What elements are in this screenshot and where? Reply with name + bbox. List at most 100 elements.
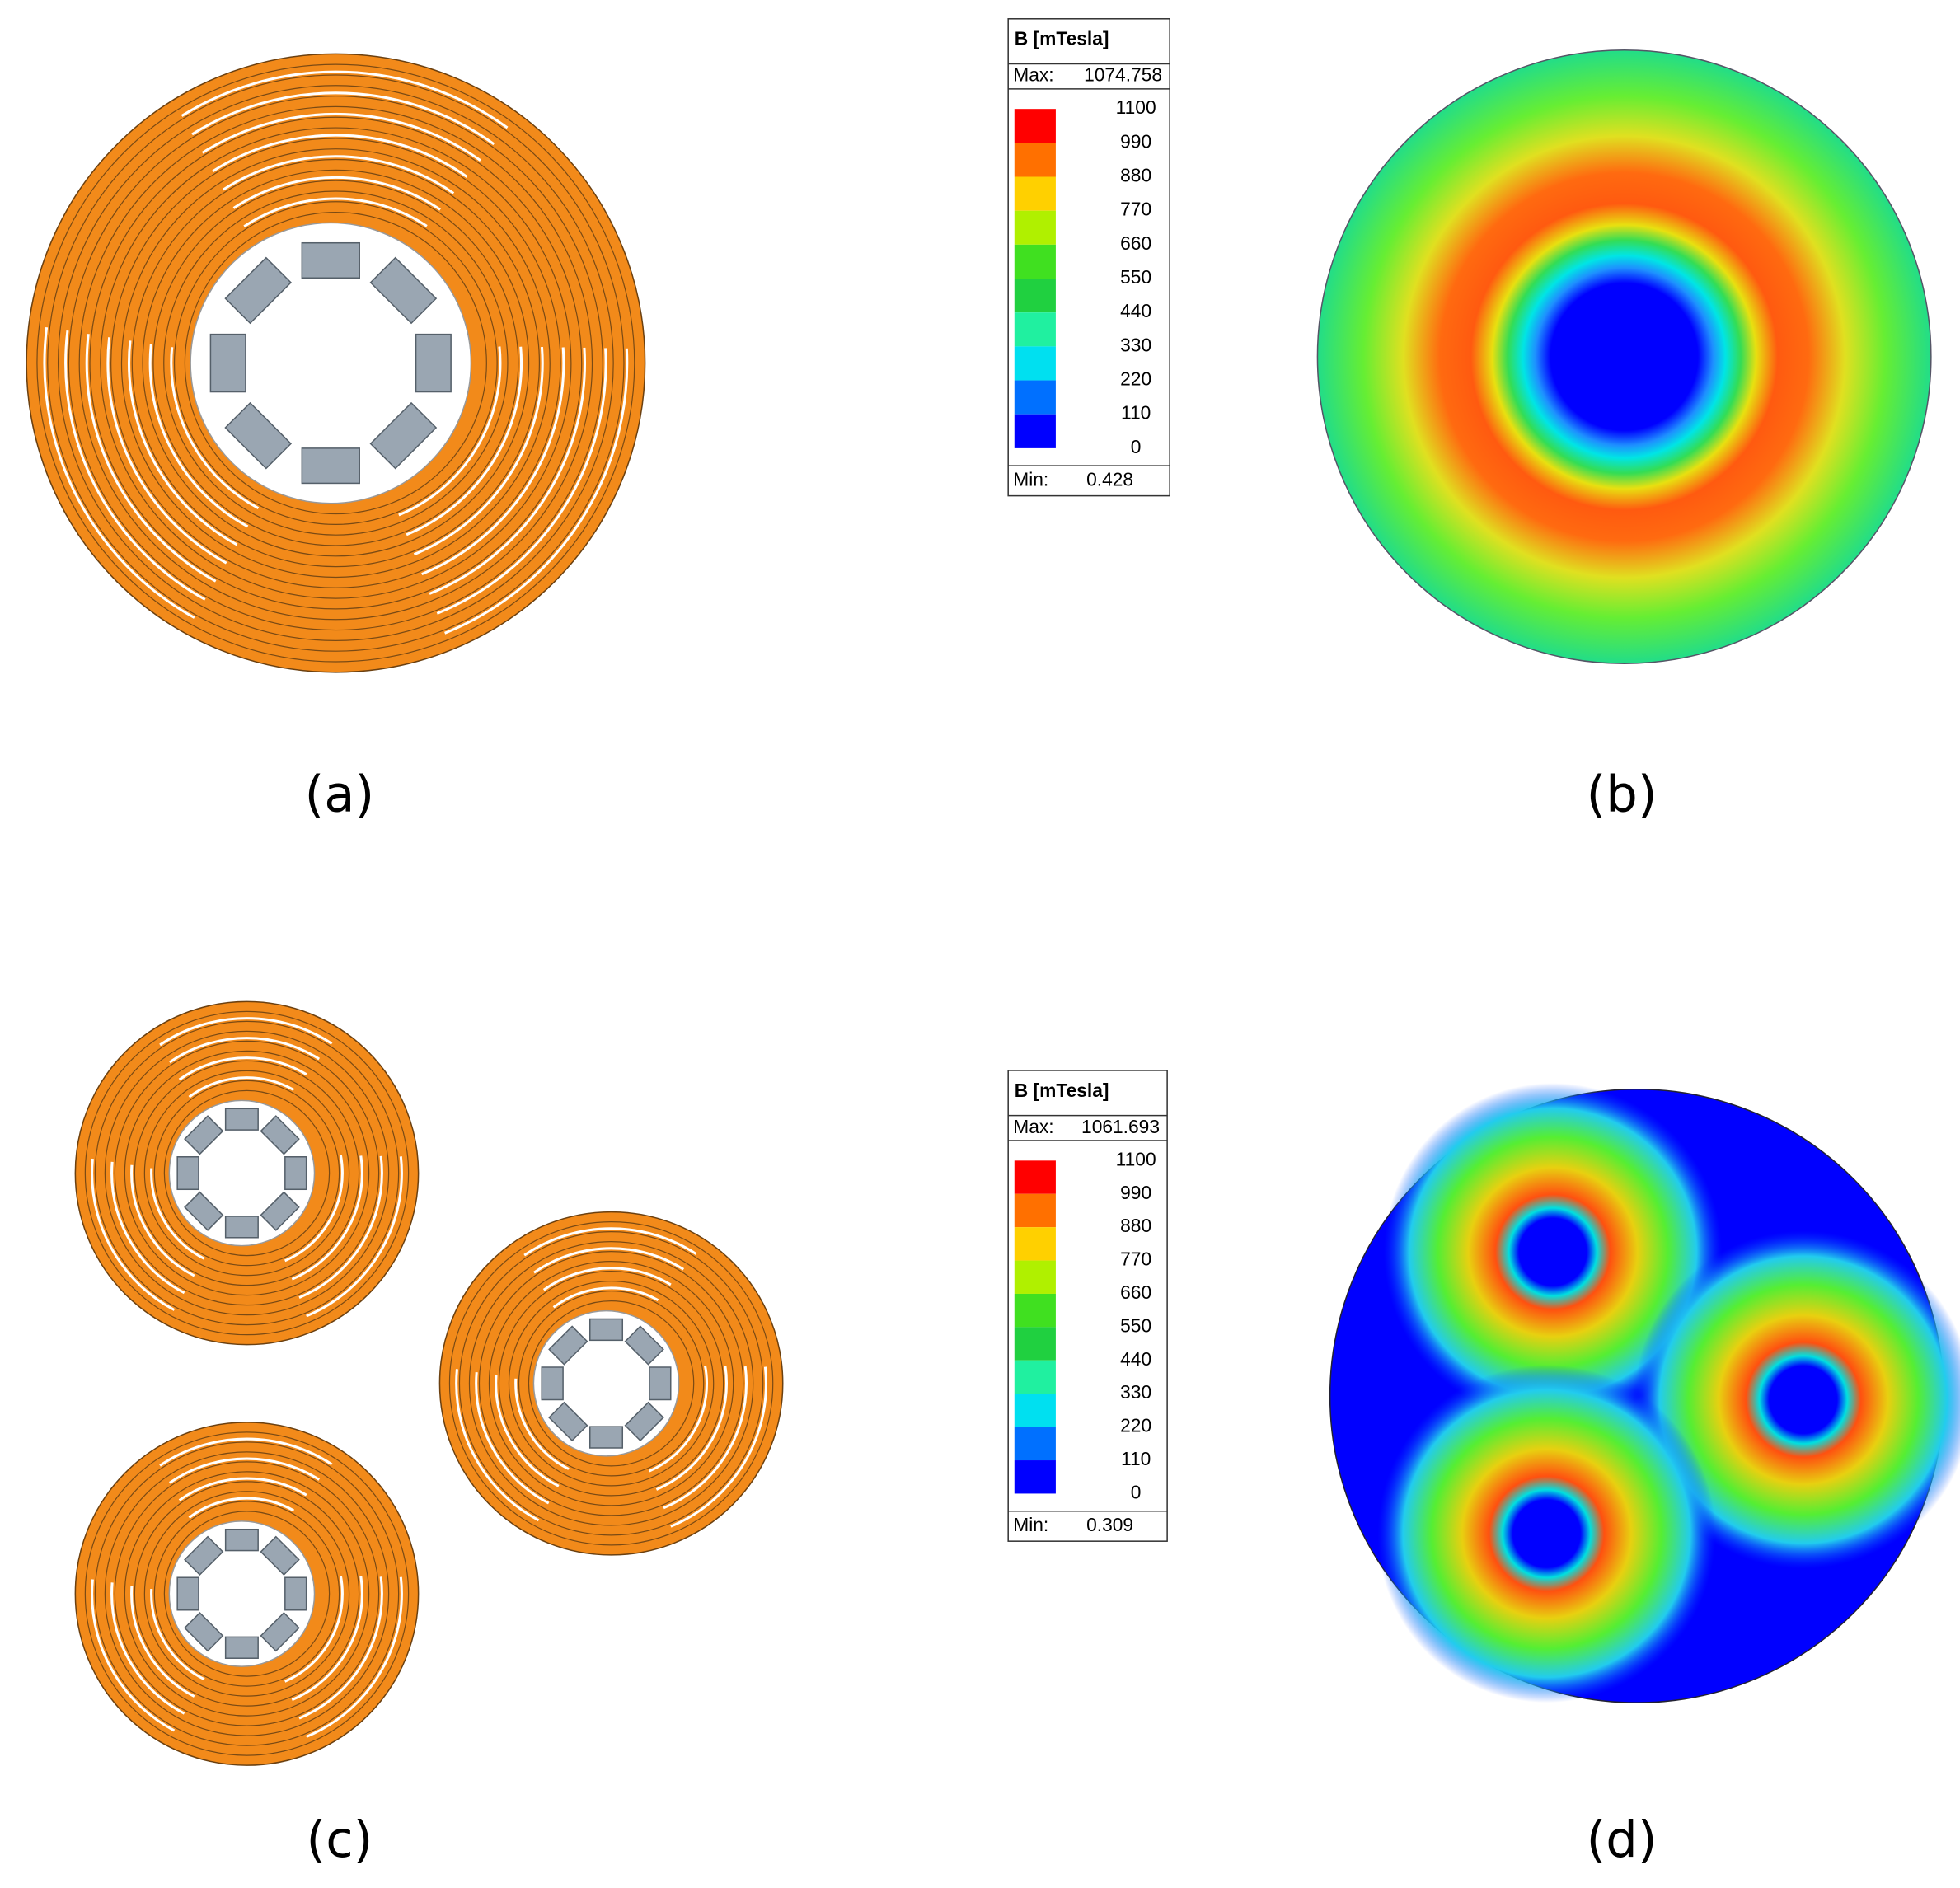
magnet-block [176, 1576, 199, 1611]
magnet-block [184, 1612, 224, 1652]
coil-turn [152, 180, 519, 546]
legend-title: B [mTesla] [1015, 28, 1109, 49]
magnet-block [548, 1401, 588, 1442]
legend-band [1014, 346, 1056, 381]
legend-band [1014, 1360, 1056, 1394]
legend-level: 110 [1121, 402, 1151, 424]
magnet-block [224, 401, 293, 470]
coil-gap [64, 91, 607, 635]
coil-turn [163, 190, 509, 536]
legend-band [1014, 109, 1056, 143]
legend-min: 0.428 [1086, 468, 1133, 490]
coil-turn [184, 211, 487, 515]
magnet-block [301, 447, 360, 485]
coil-turn [488, 1261, 734, 1506]
legend-max-label: Max: [1013, 64, 1053, 86]
coil-turn [478, 1251, 744, 1516]
legend-band [1014, 210, 1056, 245]
legend-min-label: Min: [1013, 468, 1048, 490]
coil-turn [143, 1070, 350, 1277]
magnet-block [284, 1156, 307, 1191]
magnet-block [184, 1535, 224, 1576]
legend-level: 330 [1120, 334, 1151, 355]
coil-gap [495, 1267, 729, 1501]
coil-turn [114, 1040, 380, 1306]
legend-level: 550 [1120, 266, 1151, 288]
magnet-block [624, 1401, 664, 1442]
legend-band [1014, 1293, 1056, 1328]
coil [74, 1000, 420, 1346]
magnet-block [184, 1115, 224, 1155]
coil-turn [114, 1461, 380, 1726]
coil-turn [458, 1231, 764, 1536]
coil-gap [43, 70, 629, 656]
coil-turn [124, 1471, 370, 1717]
legend-band [1014, 380, 1056, 415]
legend-level: 220 [1120, 368, 1151, 390]
legend-level: 880 [1120, 165, 1151, 186]
legend-level: 0 [1131, 436, 1142, 457]
legend-level: 550 [1120, 1314, 1151, 1336]
legend-level: 770 [1120, 199, 1151, 220]
coil-gap [150, 1076, 344, 1270]
coil-gap [85, 112, 587, 614]
coil-gap [475, 1247, 748, 1520]
legend-band [1014, 414, 1056, 448]
magnet-block [260, 1191, 300, 1231]
coil-turn [100, 127, 572, 599]
coil-turn [153, 1501, 340, 1687]
legend-band [1014, 279, 1056, 313]
legend-band [1014, 1327, 1056, 1361]
coil-gap [514, 1286, 709, 1481]
coil-turn [508, 1281, 715, 1487]
coil-gap [91, 1437, 403, 1750]
coil-turn [36, 63, 635, 663]
coil-turn [84, 1010, 410, 1336]
legend-title: B [mTesla] [1015, 1080, 1109, 1101]
legend-level: 770 [1120, 1249, 1151, 1270]
legend-band [1014, 244, 1056, 279]
panel-label: (a) [305, 766, 375, 823]
coil-gap [148, 176, 523, 550]
magnet-block [548, 1325, 588, 1366]
legend-level: 110 [1121, 1448, 1151, 1469]
legend-level: 660 [1120, 232, 1151, 254]
coil-turn [94, 1020, 400, 1326]
legend-band [1014, 1260, 1056, 1294]
coil-turn [134, 1481, 360, 1707]
coil-gap [455, 1227, 768, 1540]
magnet-block [224, 1108, 259, 1131]
legend-level: 880 [1120, 1215, 1151, 1236]
coil-turn [124, 1050, 370, 1296]
legend-level: 220 [1120, 1415, 1151, 1436]
legend-band [1014, 1394, 1056, 1427]
legend-level: 990 [1120, 130, 1151, 152]
magnet-block [224, 1636, 259, 1659]
magnet-block [224, 1528, 259, 1552]
magnet-block [649, 1366, 672, 1401]
coil-turn [498, 1271, 724, 1497]
coil-turn [518, 1291, 705, 1477]
magnet-block [624, 1325, 664, 1366]
magnet-block [589, 1426, 624, 1449]
coil-turn [163, 1511, 331, 1677]
coil-turn [104, 1451, 390, 1736]
field-spot [1383, 1083, 1723, 1422]
coil-turn [528, 1300, 695, 1467]
coil-turn [84, 1431, 410, 1756]
coil-gap [150, 1497, 344, 1691]
legend-level: 0 [1131, 1481, 1142, 1502]
magnet-block [184, 1191, 224, 1231]
coil [26, 53, 646, 673]
panel-label: (d) [1587, 1811, 1658, 1869]
legend-band [1014, 1427, 1056, 1461]
legend-band [1014, 1193, 1056, 1228]
magnet-block [301, 241, 360, 279]
magnet-block [260, 1612, 300, 1652]
legend-level: 440 [1120, 300, 1151, 321]
coil [74, 1422, 420, 1766]
magnet-block [284, 1576, 307, 1611]
coil-gap [130, 1477, 363, 1711]
legend-level: 1100 [1116, 96, 1156, 118]
